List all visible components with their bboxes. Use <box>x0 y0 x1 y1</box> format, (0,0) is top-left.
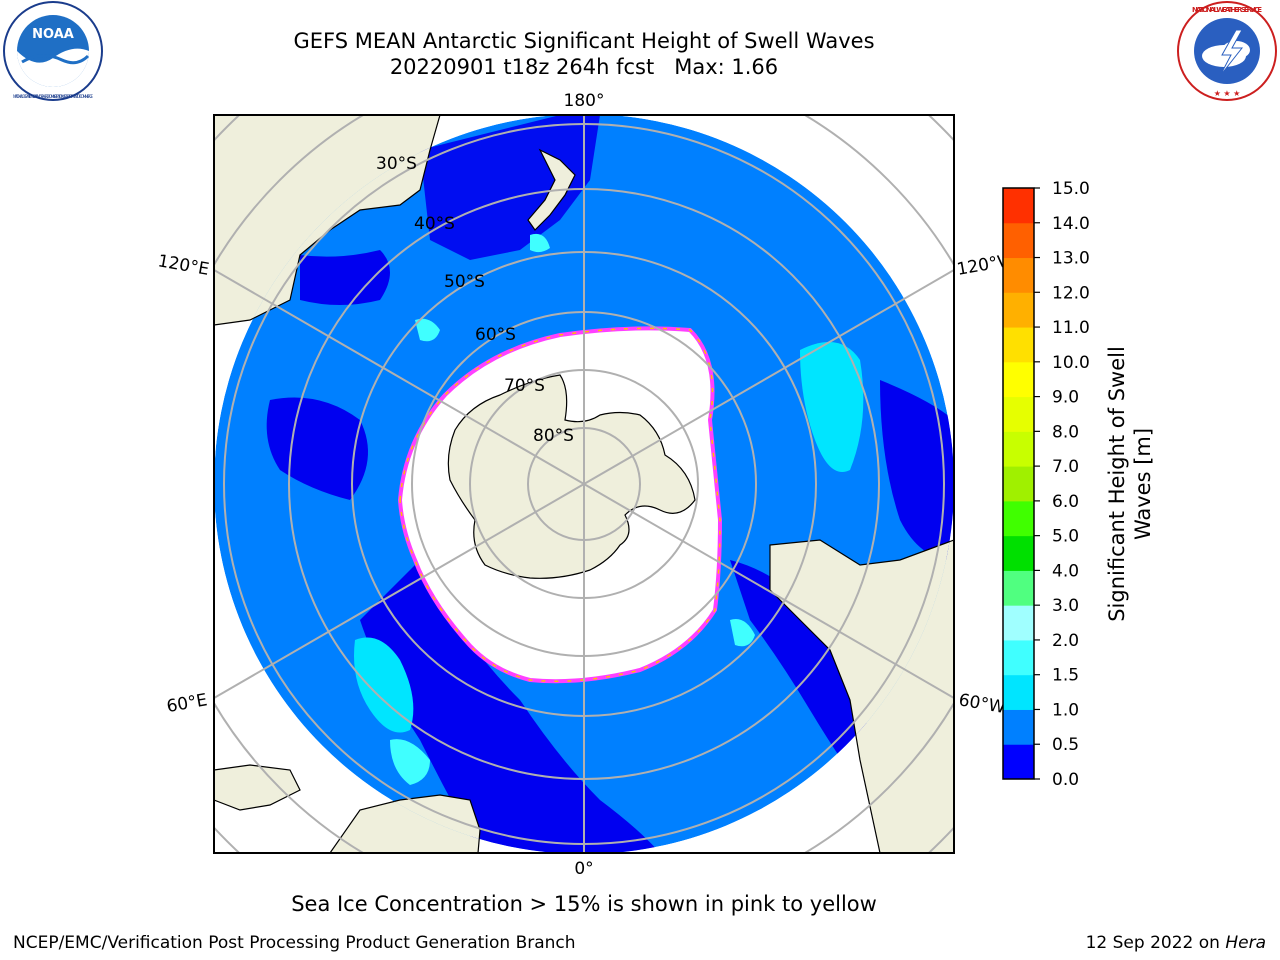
colorbar-tick-label: 7.0 <box>1052 457 1079 477</box>
colorbar-tick-label: 10.0 <box>1052 353 1090 373</box>
colorbar-tick-label: 14.0 <box>1052 214 1090 234</box>
colorbar-tick-label: 12.0 <box>1052 283 1090 303</box>
lat-label-30s: 30°S <box>376 154 417 174</box>
colorbar-tick-label: 4.0 <box>1052 561 1079 581</box>
lat-label-60s: 60°S <box>475 325 516 345</box>
colorbar-segment <box>1003 258 1034 293</box>
colorbar-segment <box>1003 640 1034 675</box>
colorbar-segment <box>1003 675 1034 710</box>
colorbar-segment <box>1003 536 1034 571</box>
colorbar-segment <box>1003 466 1034 501</box>
colorbar-segment <box>1003 605 1034 640</box>
footer-machine: Hera <box>1225 933 1266 953</box>
colorbar-tick-label: 1.5 <box>1052 666 1079 686</box>
colorbar-segment <box>1003 744 1034 779</box>
footer-date-text: 12 Sep 2022 on <box>1086 933 1226 953</box>
footer-date: 12 Sep 2022 on Hera <box>1086 932 1266 954</box>
colorbar-tick-label: 13.0 <box>1052 249 1090 269</box>
lon-label-60w: 60°W <box>957 690 1007 718</box>
colorbar-segment <box>1003 292 1034 327</box>
colorbar-tick-label: 1.0 <box>1052 700 1079 720</box>
colorbar-tick-label: 2.0 <box>1052 631 1079 651</box>
lon-label-180: 180° <box>564 91 605 111</box>
footer-credit: NCEP/EMC/Verification Post Processing Pr… <box>13 932 576 954</box>
colorbar-segment <box>1003 501 1034 536</box>
colorbar-segment <box>1003 362 1034 397</box>
colorbar-tick-label: 9.0 <box>1052 388 1079 408</box>
lat-label-50s: 50°S <box>444 272 485 292</box>
colorbar-tick-label: 5.0 <box>1052 527 1079 547</box>
colorbar-segment <box>1003 223 1034 258</box>
lat-label-40s: 40°S <box>414 214 455 234</box>
map-figure: 180° 0° 120°E 60°E 120°W 60°W 30°S 40°S … <box>0 0 1280 960</box>
colorbar-ticks: 0.0 0.5 1.0 1.5 2.0 3.0 4.0 5.0 6.0 7.0 8.0 9.0 10.0… <box>1034 179 1090 790</box>
colorbar-tick-label: 15.0 <box>1052 179 1090 199</box>
lon-label-60e: 60°E <box>165 690 209 717</box>
sea-ice-note: Sea Ice Concentration > 15% is shown in … <box>184 890 984 918</box>
colorbar-tick-label: 6.0 <box>1052 492 1079 512</box>
lat-label-80s: 80°S <box>533 426 574 446</box>
colorbar-segment <box>1003 327 1034 362</box>
colorbar-title-line2: Waves [m] <box>1131 428 1155 540</box>
lon-label-0: 0° <box>574 859 593 879</box>
colorbar-segment <box>1003 431 1034 466</box>
colorbar-segment <box>1003 709 1034 744</box>
lon-label-120e: 120°E <box>156 251 210 280</box>
colorbar <box>1003 188 1034 780</box>
colorbar-segment <box>1003 570 1034 605</box>
colorbar-segment <box>1003 188 1034 223</box>
colorbar-segment <box>1003 397 1034 432</box>
colorbar-tick-label: 0.0 <box>1052 770 1079 790</box>
colorbar-tick-label: 0.5 <box>1052 735 1079 755</box>
colorbar-tick-label: 8.0 <box>1052 422 1079 442</box>
lat-label-70s: 70°S <box>504 376 545 396</box>
colorbar-title-line1: Significant Height of Swell <box>1105 346 1129 622</box>
colorbar-tick-label: 11.0 <box>1052 318 1090 338</box>
colorbar-tick-label: 3.0 <box>1052 596 1079 616</box>
